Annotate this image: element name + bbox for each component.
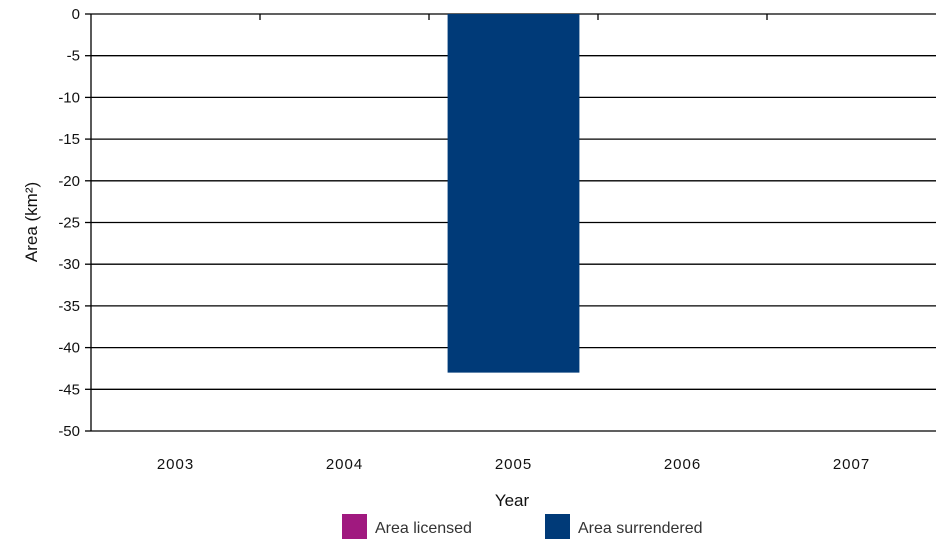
y-tick-label: -25 bbox=[58, 215, 80, 232]
x-tick-label: 2005 bbox=[495, 456, 532, 473]
y-tick-label: -45 bbox=[58, 381, 80, 398]
legend-label: Area surrendered bbox=[578, 520, 703, 537]
y-tick-label: -5 bbox=[67, 48, 80, 65]
y-tick-label: -50 bbox=[58, 423, 80, 440]
y-tick-label: 0 bbox=[72, 6, 80, 23]
y-tick-labels: 0 -5 -10 -15 -20 -25 -30 -35 -40 -45 -50 bbox=[58, 6, 80, 440]
x-tick-label: 2006 bbox=[664, 456, 701, 473]
bar-area-surrendered bbox=[447, 14, 580, 373]
y-tick-label: -20 bbox=[58, 173, 80, 190]
x-tick-label: 2003 bbox=[157, 456, 194, 473]
y-axis-title: Area (km²) bbox=[22, 182, 41, 262]
y-tick-label: -35 bbox=[58, 298, 80, 315]
y-tick-label: -40 bbox=[58, 340, 80, 357]
y-tick-label: -10 bbox=[58, 89, 80, 106]
y-tick-label: -15 bbox=[58, 131, 80, 148]
legend-label: Area licensed bbox=[375, 520, 472, 537]
x-tick-label: 2007 bbox=[833, 456, 870, 473]
y-tick-label: -30 bbox=[58, 256, 80, 273]
x-tick-label: 2004 bbox=[326, 456, 363, 473]
x-tick-labels: 2003 2004 2005 2006 2007 bbox=[157, 456, 870, 473]
legend: Area licensed Area surrendered bbox=[342, 514, 703, 539]
x-axis-title: Year bbox=[495, 491, 530, 510]
legend-swatch bbox=[342, 514, 367, 539]
legend-swatch bbox=[545, 514, 570, 539]
axes bbox=[85, 13, 768, 432]
bars bbox=[447, 14, 580, 373]
